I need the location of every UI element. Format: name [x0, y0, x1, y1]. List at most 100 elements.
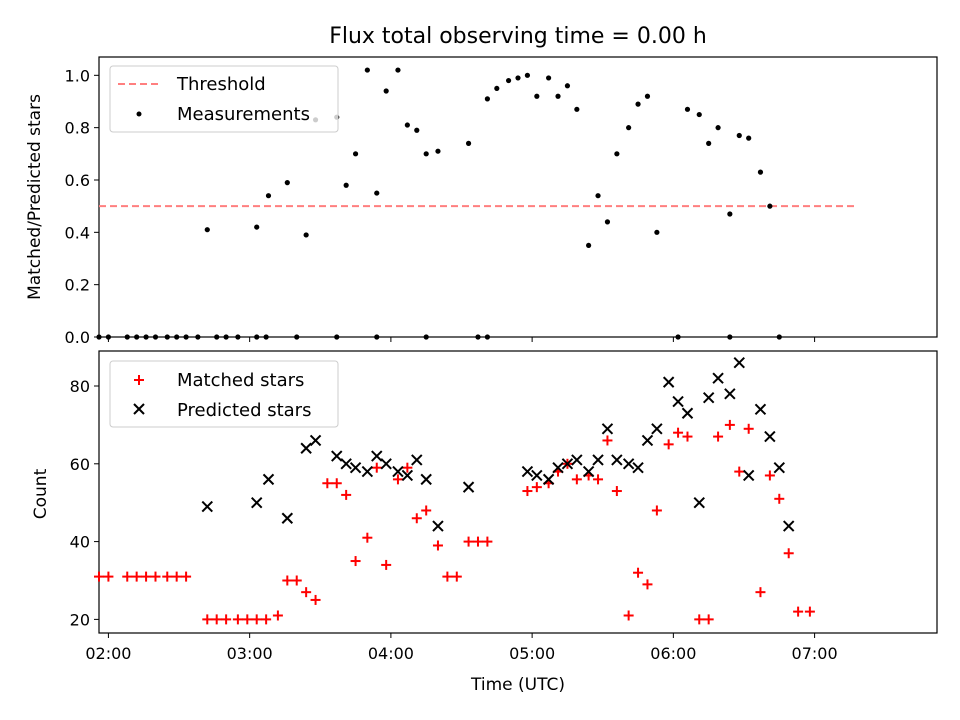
predicted-point — [651, 423, 663, 435]
matched-point — [713, 431, 724, 442]
measurement-point — [423, 334, 429, 340]
matched-point — [103, 571, 114, 582]
x-tick-label: 02:00 — [85, 644, 131, 663]
measurements-legend-marker — [136, 111, 142, 117]
ratio-y-ticks: 0.0 0.2 0.4 0.6 0.8 1.0 — [65, 66, 99, 347]
predicted-point — [262, 473, 275, 486]
matched-point — [673, 427, 684, 438]
count-plot-frame — [98, 350, 938, 634]
measurement-point — [254, 224, 260, 230]
x-axis-label: Time (UTC) — [470, 675, 565, 695]
matched-point — [804, 606, 815, 617]
y-tick-label: 1.0 — [65, 66, 90, 85]
y-tick-label: 80 — [70, 377, 90, 396]
predicted-point — [340, 458, 352, 470]
measurement-point — [383, 88, 389, 94]
measurement-point — [555, 93, 561, 99]
predicted-point — [552, 461, 564, 474]
matched-point — [171, 571, 182, 582]
predicted-point — [300, 442, 312, 454]
matched-point — [432, 540, 443, 551]
measurement-point — [223, 334, 229, 340]
matched-point — [341, 489, 352, 500]
measurement-point — [204, 227, 210, 233]
measurement-point — [214, 334, 220, 340]
matched-point — [724, 419, 735, 430]
measurement-point — [423, 151, 429, 157]
matched-point — [162, 571, 173, 582]
y-tick-label: 0.2 — [65, 276, 90, 295]
measurement-point — [564, 83, 571, 89]
matched-point — [743, 423, 754, 434]
matched-point — [642, 579, 653, 590]
measurement-point — [374, 334, 380, 340]
ratio-y-axis-label: Matched/Predicted stars — [25, 94, 45, 300]
measurement-point — [284, 180, 290, 186]
matched-point — [322, 478, 333, 489]
count-legend: Matched stars Predicted stars — [109, 360, 339, 428]
x-tick-label: 05:00 — [509, 644, 555, 663]
predicted-point — [251, 496, 263, 509]
measurement-point — [303, 232, 309, 238]
matched-point — [381, 559, 392, 570]
measurement-point — [395, 67, 401, 73]
ratio-legend: Threshold Measurements — [109, 65, 339, 133]
measurement-point — [706, 140, 712, 146]
predicted-legend-label: Predicted stars — [177, 400, 311, 421]
predicted-point — [531, 469, 543, 482]
matched-point — [421, 505, 432, 516]
matched-point — [301, 587, 312, 598]
predicted-point — [611, 454, 623, 466]
matched-point — [272, 610, 283, 621]
matched-point — [350, 556, 361, 567]
predicted-point — [782, 520, 795, 532]
predicted-point — [733, 356, 745, 369]
matched-point — [131, 571, 142, 582]
measurement-point — [183, 334, 189, 340]
matched-point — [633, 567, 644, 578]
matched-point — [571, 474, 582, 485]
matched-point — [682, 431, 693, 442]
measurement-point — [134, 334, 140, 340]
predicted-point — [420, 473, 432, 486]
y-tick-label: 20 — [70, 610, 90, 629]
measurement-point — [635, 101, 641, 107]
predicted-point — [349, 461, 362, 474]
predicted-point — [521, 465, 534, 478]
matched-point — [362, 532, 373, 543]
predicted-point — [681, 407, 694, 419]
matched-point — [755, 587, 766, 598]
matched-point — [282, 575, 293, 586]
measurement-point — [546, 75, 552, 81]
matched-point — [593, 474, 604, 485]
predicted-point — [432, 520, 444, 532]
ratio-x-ticks — [107, 337, 816, 342]
measurement-point — [715, 125, 721, 131]
predicted-point — [411, 454, 423, 466]
predicted-point — [742, 469, 755, 482]
measurement-point — [143, 334, 149, 340]
predicted-point — [309, 434, 322, 447]
predicted-point — [764, 430, 776, 443]
matched-point — [371, 462, 382, 473]
y-tick-label: 60 — [70, 455, 90, 474]
matched-point — [122, 571, 133, 582]
measurement-point — [534, 93, 540, 99]
predicted-point — [571, 454, 583, 466]
matched-point — [141, 571, 152, 582]
predicted-point — [361, 465, 374, 478]
matched-point — [783, 548, 794, 559]
threshold-legend-label: Threshold — [176, 74, 266, 95]
measurement-point — [767, 203, 773, 209]
measurement-point — [414, 127, 420, 133]
count-series — [94, 356, 815, 625]
predicted-point — [371, 450, 383, 462]
ratio-legend-box — [109, 65, 339, 133]
matched-point — [211, 614, 222, 625]
measurement-point — [746, 135, 752, 141]
measurement-point — [334, 334, 340, 340]
measurement-point — [644, 93, 651, 99]
chart-title: Flux total observing time = 0.00 h — [329, 24, 707, 49]
predicted-point — [724, 388, 736, 400]
ratio-series — [96, 67, 855, 340]
